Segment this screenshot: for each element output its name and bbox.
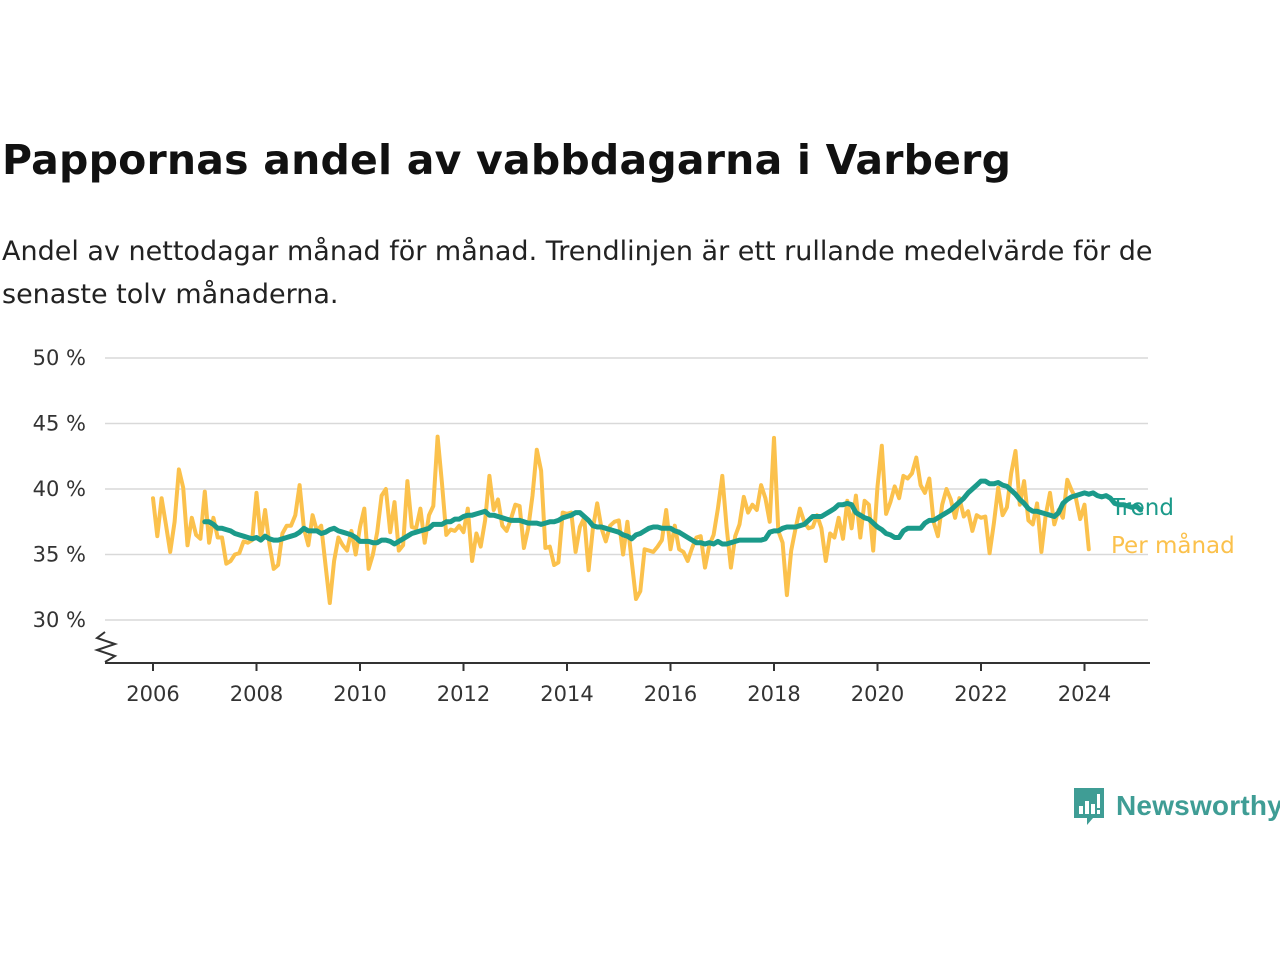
y-tick-label: 40 % [33, 477, 86, 501]
series-label-trend: Trend [1110, 495, 1174, 521]
y-tick-label: 30 % [33, 608, 86, 632]
series-labels: Per månad Trend [1110, 495, 1235, 559]
series-line-per-manad [151, 434, 1091, 605]
y-tick-label: 35 % [33, 543, 86, 567]
x-tick-label: 2020 [851, 682, 904, 706]
y-tick-label: 45 % [33, 412, 86, 436]
x-tick-label: 2010 [333, 682, 386, 706]
brand-name: Newsworthy [1116, 790, 1280, 821]
x-tick-label: 2016 [644, 682, 697, 706]
series-label-per-manad: Per månad [1111, 531, 1235, 559]
y-tick-label: 50 % [33, 346, 86, 370]
x-tick-label: 2014 [540, 682, 593, 706]
x-axis: 2006 2008 2010 2012 2014 2016 2018 2020 2022 2024 [105, 662, 1150, 706]
x-tick-label: 2024 [1058, 682, 1111, 706]
x-tick-label: 2018 [747, 682, 800, 706]
newsworthy-logo-icon [1074, 788, 1104, 825]
x-tick-label: 2012 [437, 682, 490, 706]
chart-title: Pappornas andel av vabbdagarna i Varberg [2, 136, 1012, 184]
x-tick-label: 2008 [230, 682, 283, 706]
y-axis: 30 % 35 % 40 % 45 % 50 % [33, 346, 119, 663]
series-lines [151, 434, 1144, 605]
axis-break-icon [93, 631, 119, 663]
grid-lines [105, 357, 1148, 621]
chart-subtitle: Andel av nettodagar månad för månad. Tre… [2, 236, 1153, 310]
x-tick-label: 2006 [126, 682, 179, 706]
x-tick-label: 2022 [954, 682, 1007, 706]
newsworthy-brand: Newsworthy [1072, 784, 1280, 828]
series-line-trend [202, 478, 1144, 547]
